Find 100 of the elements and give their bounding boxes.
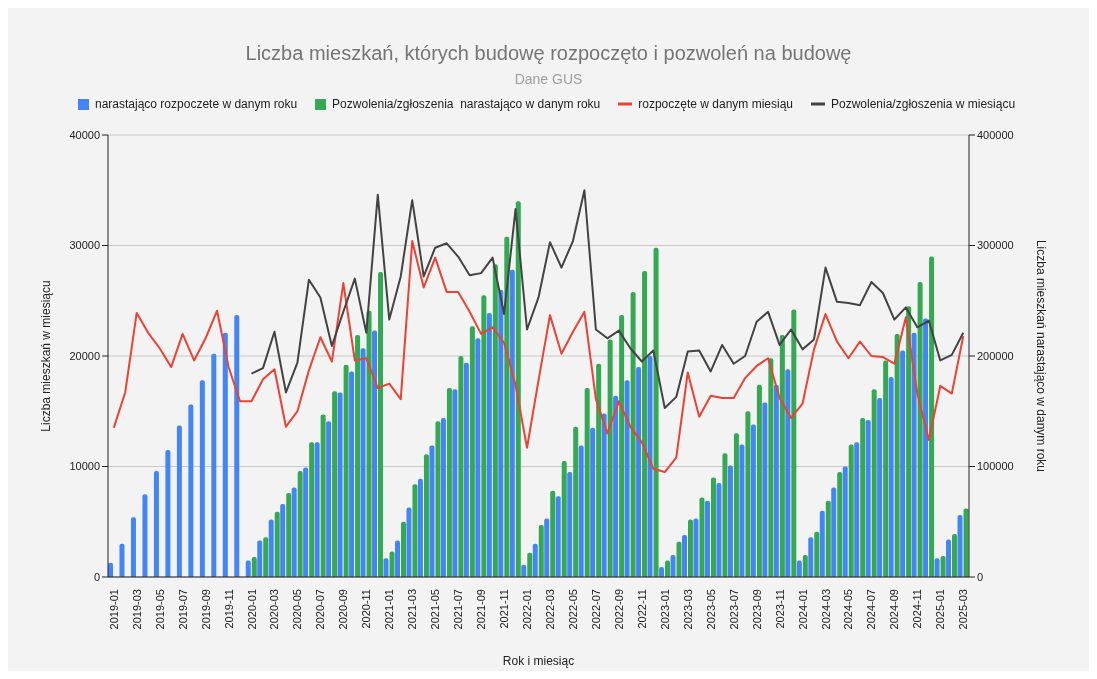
x-tick-label: 2022-05 — [566, 589, 579, 630]
bar — [808, 537, 814, 577]
bar — [349, 371, 355, 577]
bar — [245, 560, 251, 577]
y-tick-label: 40000 — [69, 128, 100, 141]
bar — [722, 453, 728, 577]
x-tick-label: 2021-11 — [498, 589, 511, 629]
x-tick-label: 2022-07 — [589, 589, 602, 630]
x-tick-label: 2025-01 — [934, 589, 947, 630]
bar — [383, 558, 389, 577]
legend-label: rozpoczęte w danym miesiąu — [638, 97, 793, 111]
bar — [573, 426, 579, 577]
bar — [814, 531, 820, 577]
bar — [768, 358, 774, 577]
bar — [211, 353, 217, 577]
bar — [417, 478, 423, 577]
bar — [946, 539, 952, 577]
bar — [378, 272, 384, 577]
bar — [142, 494, 148, 577]
bar — [911, 332, 917, 577]
x-tick-label: 2019-07 — [176, 589, 189, 630]
x-tick-label: 2019-01 — [107, 589, 120, 630]
bar — [515, 201, 521, 577]
bar — [486, 312, 492, 577]
bar — [291, 487, 297, 577]
bar — [360, 348, 366, 577]
bar — [613, 395, 619, 577]
line-series — [250, 189, 965, 409]
x-tick-label: 2020-11 — [360, 589, 373, 629]
bar — [802, 554, 808, 577]
x-tick-label: 2024-11 — [911, 589, 924, 629]
bar — [590, 427, 596, 577]
bar — [871, 389, 877, 577]
x-tick-label: 2024-09 — [888, 589, 901, 630]
bar — [446, 388, 452, 577]
bar — [538, 525, 544, 577]
bar — [665, 560, 671, 577]
bar — [929, 256, 935, 577]
bar — [601, 413, 607, 577]
bar — [452, 389, 458, 577]
x-tick-label: 2020-09 — [337, 589, 350, 630]
x-tick-label: 2019-05 — [153, 589, 166, 630]
bar — [234, 315, 240, 577]
bar — [286, 493, 292, 577]
x-tick-label: 2019-03 — [130, 589, 143, 630]
bar — [188, 404, 194, 577]
bar — [498, 289, 504, 577]
bar — [584, 388, 590, 577]
bar — [825, 500, 831, 577]
x-tick-label: 2023-09 — [750, 589, 763, 630]
bar — [837, 472, 843, 577]
bar — [268, 519, 274, 577]
bar — [739, 444, 745, 577]
x-tick-label: 2020-01 — [245, 589, 258, 630]
bar — [693, 518, 699, 577]
x-tick-label: 2019-09 — [199, 589, 212, 630]
bar — [773, 384, 779, 577]
bar — [199, 380, 205, 577]
x-tick-label: 2023-05 — [704, 589, 717, 630]
y-tick-label: 20000 — [69, 349, 100, 362]
bar — [624, 380, 630, 577]
bar — [607, 339, 613, 577]
bar — [389, 551, 395, 577]
y2-tick-label: 300000 — [977, 239, 1014, 252]
bar — [676, 541, 682, 577]
y-tick-label: 30000 — [69, 239, 100, 252]
bar — [670, 554, 676, 577]
bar — [894, 333, 900, 577]
x-tick-label: 2024-01 — [796, 589, 809, 630]
x-tick-label: 2020-07 — [314, 589, 327, 630]
x-tick-label: 2022-11 — [635, 589, 648, 629]
bar — [337, 392, 343, 577]
bar — [567, 472, 573, 577]
bar — [251, 557, 257, 577]
bar — [750, 424, 756, 577]
bar — [762, 402, 768, 577]
bar — [877, 397, 883, 577]
bar — [779, 335, 785, 577]
bar — [395, 540, 400, 577]
x-tick-label: 2021-01 — [383, 589, 396, 630]
chart-title: Liczba mieszkań, których budowę rozpoczęto i pozwoleń na budowę — [244, 41, 853, 65]
bar — [544, 518, 550, 577]
bar — [274, 511, 280, 577]
bar — [366, 310, 372, 577]
legend-label: Pozwolenia/zgłoszenia w miesiącu — [831, 97, 1016, 111]
y-axis-title: Liczba mieszkań w miesiącu — [39, 280, 54, 432]
bar — [699, 497, 705, 577]
x-tick-label: 2019-11 — [222, 589, 235, 629]
bar — [314, 442, 320, 577]
bar — [647, 356, 653, 577]
bar — [119, 543, 125, 577]
x-tick-label: 2020-03 — [268, 589, 281, 630]
bar — [504, 236, 510, 577]
bar — [923, 318, 929, 577]
bar — [848, 444, 854, 577]
bar — [320, 414, 326, 577]
bar — [509, 269, 515, 577]
bar — [309, 442, 315, 577]
x-tick-label: 2022-09 — [612, 589, 625, 630]
x-tick-label: 2022-03 — [543, 589, 556, 630]
